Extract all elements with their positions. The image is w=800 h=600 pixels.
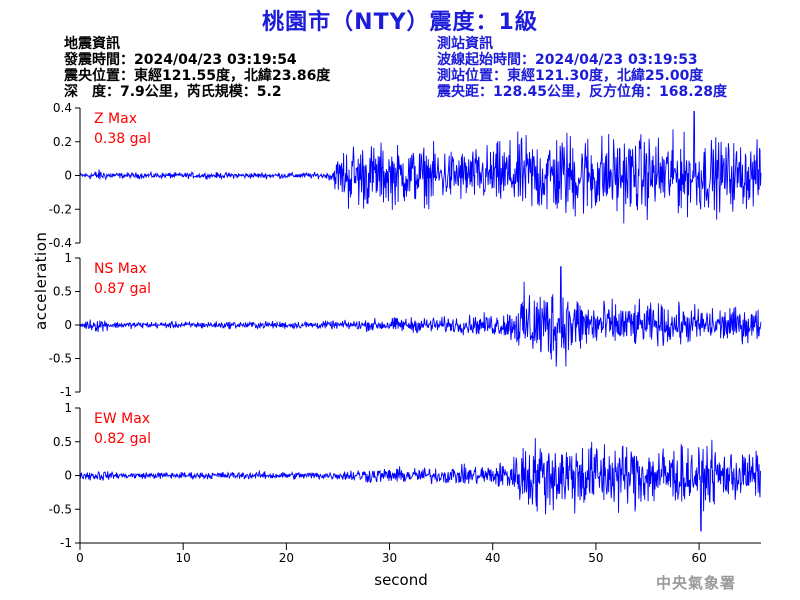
origin-time: 發震時間：2024/04/23 03:19:54 — [64, 52, 297, 68]
x-tick-label: 20 — [279, 551, 294, 565]
y-tick-label: -0.4 — [49, 236, 72, 250]
y-tick-label: 0 — [64, 469, 72, 483]
x-axis: 0 10 20 30 40 50 60 — [76, 542, 761, 565]
waveform-ns — [79, 266, 762, 367]
panel-z: -0.4 -0.2 0 0.2 0.4 Z Max 0.38 gal — [49, 101, 762, 250]
depth-magnitude: 深 度：7.9公里，芮氏規模：5.2 — [64, 84, 282, 100]
x-tick-label: 40 — [485, 551, 500, 565]
y-tick-label: 0.4 — [53, 101, 72, 115]
panel-ew: -1 -0.5 0 0.5 1 EW Max 0.82 gal — [49, 401, 762, 550]
component-label: Z Max — [94, 111, 137, 127]
component-label: EW Max — [94, 411, 150, 427]
y-tick-label: -1 — [60, 385, 72, 399]
y-tick-label: 1 — [64, 251, 72, 265]
waveform-z — [79, 110, 762, 224]
y-tick-label: 0.2 — [53, 135, 72, 149]
max-value-label: 0.87 gal — [94, 281, 151, 297]
epicenter-location: 震央位置：東經121.55度，北緯23.86度 — [64, 68, 331, 84]
event-info-block: 地震資訊 發震時間：2024/04/23 03:19:54 震央位置：東經121… — [64, 36, 330, 100]
panel-ns: -1 -0.5 0 0.5 1 NS Max 0.87 gal — [49, 251, 762, 399]
epicentral-distance: 震央距：128.45公里，反方位角：168.28度 — [437, 84, 728, 100]
page-title: 桃園市（NTY）震度：1級 — [262, 10, 538, 35]
y-tick-label: 0.5 — [53, 435, 72, 449]
y-tick-label: -0.5 — [49, 352, 72, 366]
y-tick-label: -1 — [60, 536, 72, 550]
y-tick-label: -0.5 — [49, 502, 72, 516]
max-value-label: 0.38 gal — [94, 131, 151, 147]
station-location: 測站位置：東經121.30度，北緯25.00度 — [437, 68, 704, 84]
agency-watermark: 中央氣象署 — [656, 574, 737, 592]
x-tick-label: 30 — [382, 551, 397, 565]
station-info-heading: 測站資訊 — [437, 36, 493, 52]
x-axis-label: second — [374, 571, 428, 589]
x-tick-label: 0 — [76, 551, 84, 565]
x-tick-label: 50 — [588, 551, 603, 565]
y-axis-label: acceleration — [32, 231, 50, 330]
x-tick-label: 10 — [176, 551, 191, 565]
waveform-ew — [79, 438, 762, 532]
wave-start-time: 波線起始時間：2024/04/23 03:19:53 — [437, 52, 698, 68]
y-tick-label: 0 — [64, 169, 72, 183]
y-tick-label: -0.2 — [49, 202, 72, 216]
component-label: NS Max — [94, 261, 147, 277]
y-tick-label: 0 — [64, 318, 72, 332]
max-value-label: 0.82 gal — [94, 431, 151, 447]
x-tick-label: 60 — [691, 551, 706, 565]
station-info-block: 測站資訊 波線起始時間：2024/04/23 03:19:53 測站位置：東經1… — [437, 36, 727, 100]
event-info-heading: 地震資訊 — [64, 36, 120, 52]
y-tick-label: 0.5 — [53, 285, 72, 299]
y-tick-label: 1 — [64, 401, 72, 415]
